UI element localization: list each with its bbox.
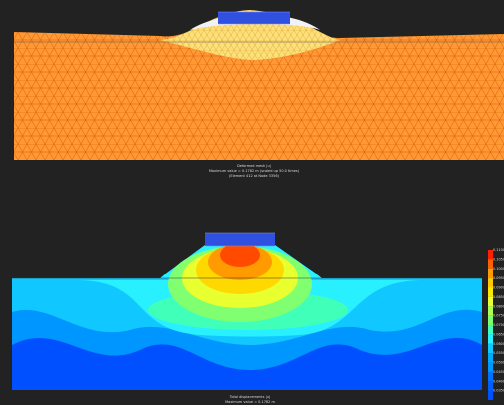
legend-label: 0.0750	[493, 314, 504, 318]
caption: Total displacements |u|	[229, 395, 270, 399]
legend-swatch	[488, 353, 493, 363]
legend-swatch	[488, 315, 493, 325]
caption: Maximum value = 0.1782 m (scaled up 50.0…	[209, 169, 300, 173]
legend-swatch	[488, 334, 493, 344]
legend-swatch	[488, 381, 493, 391]
legend-label: 0.0600	[493, 342, 504, 346]
contour-panel: 0.1100 0.1050 0.1000 0.0950 0.0900 0.0850 0.08…	[12, 232, 504, 404]
legend-label: 0.0450	[493, 370, 504, 374]
legend-label: 0.1100	[493, 248, 504, 252]
legend-swatch	[488, 278, 493, 288]
mesh-panel: Deformed mesh |u| Maximum value = 0.1782…	[14, 10, 504, 178]
legend-label: 0.0900	[493, 286, 504, 290]
legend-label: 0.0400	[493, 379, 504, 383]
caption: (Element 412 at Node 3356)	[229, 174, 280, 178]
legend-label: 0.0700	[493, 323, 504, 327]
legend-swatch	[488, 296, 493, 307]
caption: Deformed mesh |u|	[237, 164, 271, 168]
caption: Maximum value = 0.1782 m	[225, 400, 275, 404]
legend-label: 0.0650	[493, 332, 504, 336]
legend-swatch	[488, 371, 493, 382]
legend: 0.1100 0.1050 0.1000 0.0950 0.0900 0.0850 0.08…	[488, 248, 504, 400]
legend-swatch	[488, 287, 493, 297]
legend-label: 0.0850	[493, 295, 504, 299]
legend-swatch	[488, 250, 493, 260]
legend-label: 0.0800	[493, 304, 504, 308]
legend-label: 0.0950	[493, 276, 504, 280]
legend-swatch	[488, 306, 493, 316]
legend-swatch	[488, 259, 493, 269]
legend-label: 0.1000	[493, 267, 504, 271]
legend-label: 0.0350	[493, 389, 504, 393]
legend-swatch	[488, 362, 493, 372]
legend-label: 0.0500	[493, 361, 504, 365]
legend-swatch	[488, 325, 493, 335]
legend-label: 0.0550	[493, 351, 504, 355]
legend-label: 0.1050	[493, 257, 504, 261]
legend-swatch	[488, 343, 493, 354]
legend-swatch	[488, 390, 493, 400]
legend-swatch	[488, 268, 493, 279]
